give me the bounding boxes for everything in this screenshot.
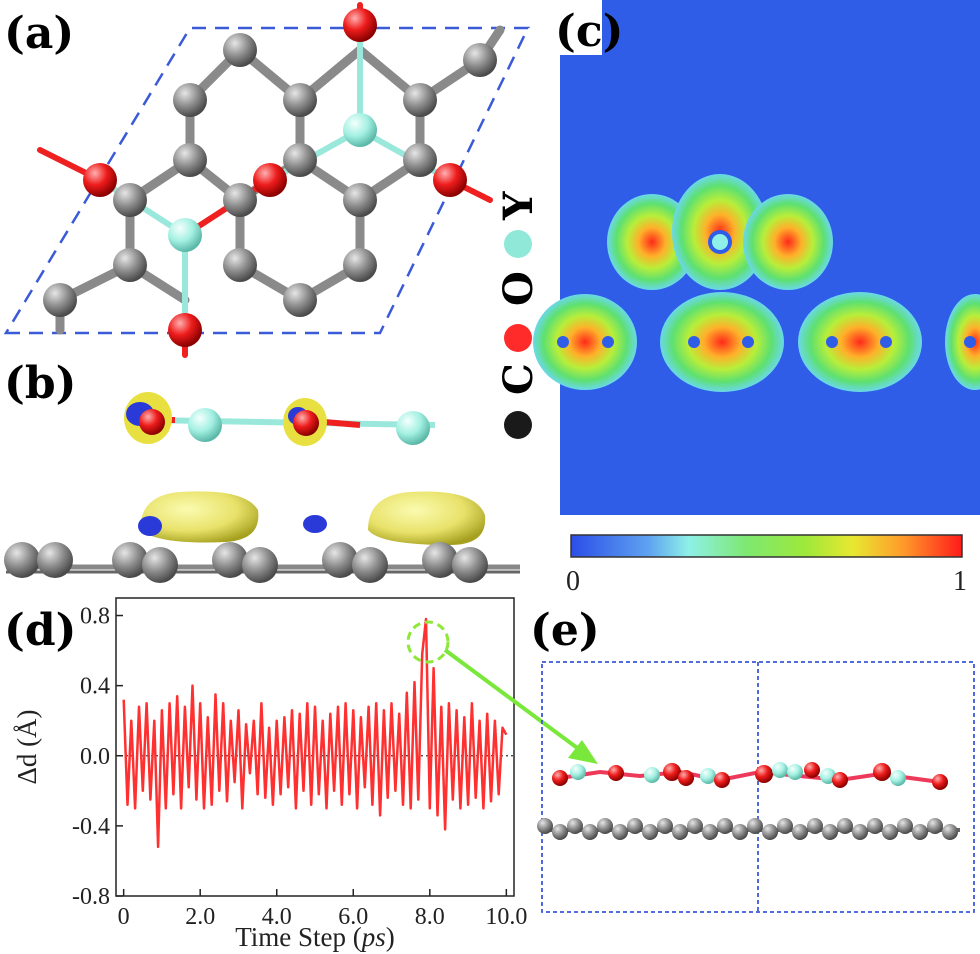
md-carbon-atom — [657, 818, 673, 834]
md-carbon-atom — [807, 818, 823, 834]
oxygen-legend-dot — [504, 324, 532, 352]
md-carbon-atom — [672, 824, 688, 840]
colorbar — [570, 534, 963, 558]
x-tick-label: 8.0 — [415, 904, 445, 930]
md-carbon-atom — [717, 818, 733, 834]
y-tick-label: -0.8 — [72, 884, 110, 910]
oxygen-atoms — [83, 8, 467, 347]
panel-b: (b) — [4, 358, 520, 583]
panel-c: (c) 0 1 — [533, 0, 980, 597]
yttrium-legend-label: Y — [495, 191, 542, 221]
oxygen-legend-label: O — [495, 271, 542, 306]
y-axis-label: Δd (Å) — [12, 709, 42, 784]
md-carbon-atom — [567, 818, 583, 834]
x-tick-label: 10.0 — [485, 904, 527, 930]
md-carbon-atom — [597, 818, 613, 834]
md-carbon-atom — [747, 818, 763, 834]
md-carbon-atom — [762, 824, 778, 840]
md-carbon-atom — [777, 818, 793, 834]
colorbar-max-label: 1 — [953, 566, 967, 597]
x-tick-label: 6.0 — [338, 904, 368, 930]
panel-label-d: (d) — [4, 605, 76, 656]
md-yo-layer — [552, 762, 948, 790]
md-carbon-atom — [582, 824, 598, 840]
md-carbon-atom — [687, 818, 703, 834]
series-line-dd — [122, 617, 508, 849]
yttrium-atoms — [168, 113, 377, 252]
yo-layer-side — [124, 392, 436, 446]
plot-frame — [115, 597, 515, 897]
peak-arrow — [443, 648, 598, 764]
yttrium-legend-dot — [504, 230, 532, 258]
md-carbon-atom — [642, 824, 658, 840]
carbon-atoms — [43, 33, 497, 317]
atom-legend: C O Y — [495, 191, 542, 439]
panel-label-b: (b) — [4, 358, 76, 409]
md-carbon-atom — [732, 824, 748, 840]
y-tick-label: 0.4 — [80, 674, 110, 700]
x-tick-label: 2.0 — [185, 904, 215, 930]
elf-bottom-blobs — [533, 292, 980, 392]
x-axis-label: Time Step (ps) — [235, 922, 395, 952]
charge-density-lobes — [138, 491, 486, 545]
md-carbon-atom — [942, 824, 958, 840]
md-carbon-atom — [867, 818, 883, 834]
panel-label-c: (c) — [555, 6, 623, 57]
panel-label-a: (a) — [4, 8, 74, 59]
md-graphene-layer — [537, 818, 960, 840]
md-carbon-atom — [882, 824, 898, 840]
md-carbon-atom — [897, 818, 913, 834]
y-tick-label: 0.0 — [80, 744, 110, 770]
y-tick-label: 0.8 — [80, 604, 110, 630]
x-tick-label: 0 — [118, 904, 130, 930]
panel-d: (d) 0 2.0 4.0 6.0 8.0 10.0 -0.8-0.40.00.40.8 … — [4, 597, 527, 952]
carbon-legend-label: C — [495, 363, 542, 395]
graphene-side — [4, 542, 520, 583]
md-carbon-atom — [837, 818, 853, 834]
md-cell-outline — [541, 661, 975, 913]
panel-label-e: (e) — [530, 605, 600, 656]
md-carbon-atom — [927, 818, 943, 834]
panel-a: (a) — [3, 2, 530, 358]
md-carbon-atom — [612, 824, 628, 840]
elf-top-blobs — [607, 174, 833, 290]
x-ticks: 0 2.0 4.0 6.0 8.0 10.0 — [118, 889, 527, 930]
panel-label-c-box — [554, 0, 602, 55]
y-ticks: -0.8 -0.4 0.0 0.4 0.8 — [72, 604, 123, 910]
md-carbon-atom — [852, 824, 868, 840]
md-carbon-atom — [537, 818, 553, 834]
colorbar-min-label: 0 — [566, 566, 580, 597]
unit-cell-outline — [3, 26, 530, 335]
md-carbon-atom — [627, 818, 643, 834]
panel-e: (e) — [530, 605, 975, 913]
carbon-legend-dot — [504, 411, 532, 439]
md-carbon-atom — [552, 824, 568, 840]
md-carbon-atom — [912, 824, 928, 840]
peak-highlight-circle — [406, 620, 450, 664]
x-tick-label: 4.0 — [262, 904, 292, 930]
md-carbon-atom — [822, 824, 838, 840]
md-carbon-atom — [702, 824, 718, 840]
md-carbon-atom — [792, 824, 808, 840]
y-tick-label: -0.4 — [72, 814, 110, 840]
